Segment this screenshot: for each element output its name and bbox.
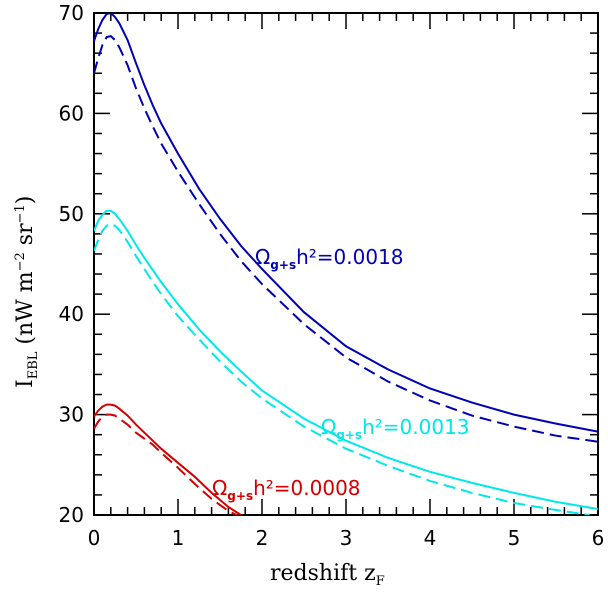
y-tick-label: 30	[59, 403, 84, 427]
y-axis-title-main: I	[13, 379, 38, 388]
series-label-0008-sub: g+s	[227, 489, 253, 503]
series-0-solid-line	[94, 13, 598, 433]
series-label-0008-omega: Ω	[212, 476, 227, 500]
x-tick-label: 2	[256, 526, 269, 550]
x-axis-title-main: redshift z	[270, 561, 376, 586]
x-tick-label: 4	[424, 526, 437, 550]
series-label-0008: Ωg+sh²=0.0008	[212, 476, 361, 503]
y-axis-title-mid: sr	[13, 223, 38, 252]
series-1-dashed-line	[94, 222, 590, 515]
data-lines	[94, 13, 598, 515]
series-label-0018-rest: h²=0.0018	[296, 245, 403, 269]
x-axis-title-sub: F	[376, 574, 385, 589]
series-2-solid-line	[94, 403, 242, 515]
x-tick-label: 1	[172, 526, 185, 550]
x-tick-label: 5	[508, 526, 521, 550]
series-label-0013-omega: Ω	[321, 415, 336, 439]
y-axis-title-rest: (nW m	[13, 271, 38, 351]
x-tick-label: 0	[88, 526, 101, 550]
y-axis-title-exp1: −2	[13, 252, 28, 271]
series-label-0013-rest: h²=0.0013	[362, 415, 469, 439]
series-0-dashed-line	[94, 35, 598, 443]
series-label-0018-sub: g+s	[270, 258, 296, 272]
series-label-0008-rest: h²=0.0008	[253, 476, 360, 500]
x-axis-title: redshift zF	[270, 561, 385, 589]
x-tick-label: 6	[592, 526, 605, 550]
y-axis-title-end: )	[13, 196, 38, 205]
y-tick-label: 70	[59, 1, 84, 25]
y-tick-label: 60	[59, 101, 84, 125]
series-1-solid-line	[94, 209, 598, 510]
y-axis-title-exp2: −1	[13, 204, 28, 223]
y-tick-label: 20	[59, 503, 84, 527]
y-tick-label: 50	[59, 202, 84, 226]
y-axis-title: IEBL (nW m−2 sr−1)	[13, 196, 41, 388]
series-label-0018: Ωg+sh²=0.0018	[255, 245, 404, 272]
ticks	[93, 12, 599, 516]
x-tick-label: 3	[340, 526, 353, 550]
y-axis-title-sub: EBL	[26, 351, 41, 379]
series-2-dashed-line	[94, 413, 238, 515]
series-label-0013: Ωg+sh²=0.0013	[321, 415, 470, 442]
tick-labels: 0 1 2 3 4 5 6 20 30 40 50 60 70	[59, 1, 605, 550]
y-tick-label: 40	[59, 302, 84, 326]
series-label-0018-omega: Ω	[255, 245, 270, 269]
series-label-0013-sub: g+s	[336, 428, 362, 442]
